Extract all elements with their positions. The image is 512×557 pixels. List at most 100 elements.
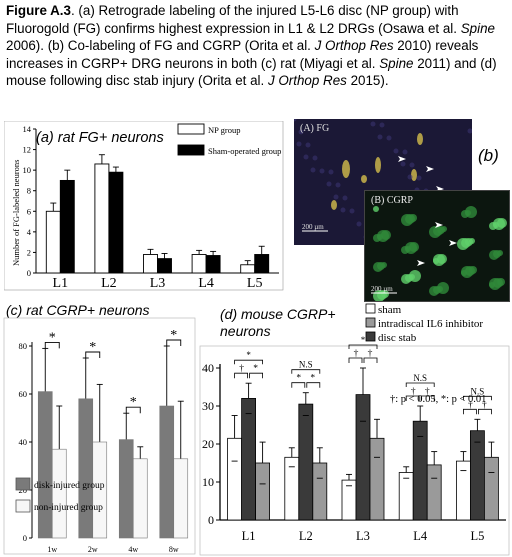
background-speckle	[303, 154, 309, 160]
figure-label: Figure A.3	[6, 3, 71, 18]
d-legend-label: intradiscal IL6 inhibitor	[378, 318, 483, 330]
a-y-tick-label: 8	[27, 186, 31, 196]
background-speckle	[402, 149, 408, 155]
d-group-bracket	[348, 344, 378, 349]
d-bar	[469, 430, 485, 521]
caption-text: . (a) Retrograde labeling of the injured…	[6, 3, 497, 88]
c-bar	[118, 439, 134, 539]
background-speckle	[370, 121, 376, 127]
panel-a-chart: (a) rat FG+ neurons Number of FG-labeled…	[4, 121, 284, 291]
cgrp-cell	[437, 254, 447, 264]
d-y-tick-label: 20	[202, 437, 214, 451]
fg-micrograph	[294, 119, 472, 245]
c-bar	[132, 458, 148, 539]
background-speckle	[340, 207, 346, 213]
panel-c-chart: (c) rat CGRP+ neurons 0204060801w2w4w8w …	[3, 302, 196, 555]
cgrp-cell	[497, 278, 505, 286]
d-y-tick-label: 0	[208, 513, 214, 527]
cgrp-cell	[381, 290, 389, 298]
d-y-tick-label: 10	[202, 475, 214, 489]
c-bar	[173, 458, 189, 539]
a-y-tick-label: 14	[23, 124, 32, 134]
background-speckle	[335, 182, 341, 188]
d-bar	[298, 403, 314, 521]
background-speckle	[333, 194, 339, 200]
background-speckle	[386, 135, 392, 141]
cgrp-cell	[497, 218, 507, 228]
d-group-label: *	[361, 335, 366, 345]
d-pair-label: †	[468, 400, 473, 410]
a-y-tick-label: 0	[27, 268, 31, 278]
a-legend-label: Sham-operated group	[208, 146, 281, 156]
fg-scale-text: 200 µm	[302, 223, 324, 231]
d-x-tick-label: L2	[299, 529, 313, 543]
c-x-tick-label: 8w	[169, 545, 179, 554]
c-x-tick-label: 4w	[128, 545, 138, 554]
cgrp-cell	[381, 262, 387, 268]
caption-part: . (a) Retrograde labeling of the injured…	[6, 3, 461, 36]
d-pair-bracket	[478, 408, 492, 415]
c-x-tick-label: 2w	[88, 545, 98, 554]
background-speckle	[379, 122, 385, 128]
background-speckle	[312, 155, 318, 161]
d-bar	[227, 437, 243, 521]
a-x-tick-label: L3	[150, 276, 166, 291]
a-y-tick-label: 6	[27, 206, 31, 216]
d-pair-bracket	[405, 395, 420, 401]
caption-part: 2006). (b) Co-labeling of FG and CGRP (O…	[6, 38, 315, 53]
a-x-tick-label: L5	[247, 276, 263, 291]
caption-part: J Orthop Res	[314, 38, 394, 53]
background-speckle	[328, 169, 334, 175]
arrow-icon	[398, 156, 406, 162]
d-bar	[355, 394, 371, 521]
d-pair-bracket	[463, 408, 477, 415]
d-bar	[455, 460, 471, 521]
background-speckle	[377, 134, 383, 140]
panel-a-axes: 0 2 4 6 8 10 12 14 L1 L2 L3 L4 L5	[23, 124, 279, 291]
c-frame	[3, 317, 196, 555]
d-bar	[255, 462, 270, 521]
d-legend-swatch	[365, 317, 376, 328]
cgrp-cell	[497, 250, 503, 256]
panel-c-bars: * * * *	[37, 328, 189, 539]
caption-part: 2015).	[346, 73, 389, 88]
arrow-icon	[417, 260, 425, 266]
cgrp-scale-text: 200 µm	[371, 285, 393, 293]
a-legend-swatch	[177, 123, 205, 135]
d-bar	[369, 437, 385, 521]
background-speckle	[342, 195, 348, 201]
panel-c-legend: disk-injured group non-injured group	[15, 477, 105, 513]
c-bar	[159, 405, 175, 539]
d-group-label: N.S	[471, 386, 485, 396]
a-bar	[143, 254, 158, 274]
d-x-tick-label: L1	[242, 529, 256, 543]
background-speckle	[296, 141, 302, 147]
a-legend-swatch	[177, 144, 205, 156]
cgrp-cell	[409, 270, 421, 282]
c-significance-bracket	[85, 351, 101, 358]
c-significance-bracket	[125, 406, 141, 414]
panel-c-title: (c) rat CGRP+ neurons	[6, 302, 150, 318]
cgrp-cell	[409, 214, 417, 222]
arrow-icon	[435, 222, 443, 228]
c-y-tick-label: 0	[23, 533, 27, 543]
d-group-label: N.S	[299, 360, 313, 370]
caption-part: Spine	[379, 55, 414, 71]
d-x-tick-label: L3	[356, 529, 370, 543]
background-speckle	[310, 167, 316, 173]
cgrp-cell	[437, 282, 449, 294]
d-legend-label: sham	[378, 304, 402, 316]
fg-cell	[331, 200, 337, 210]
c-significance-bracket	[44, 341, 60, 349]
a-y-tick-label: 4	[27, 227, 32, 237]
c-bar	[92, 441, 108, 539]
d-group-label: *	[246, 350, 251, 360]
d-pair-bracket	[291, 382, 306, 388]
c-y-tick-label: 80	[19, 341, 28, 351]
c-significance-bracket	[166, 339, 182, 346]
panel-a-legend: NP group Sham-operated group	[177, 123, 281, 156]
caption-part: 2010) reveals increases in CGRP+ DRG neu…	[6, 38, 479, 71]
c-bar	[37, 391, 53, 539]
a-y-tick-label: 10	[23, 165, 32, 175]
c-bar	[51, 448, 67, 539]
